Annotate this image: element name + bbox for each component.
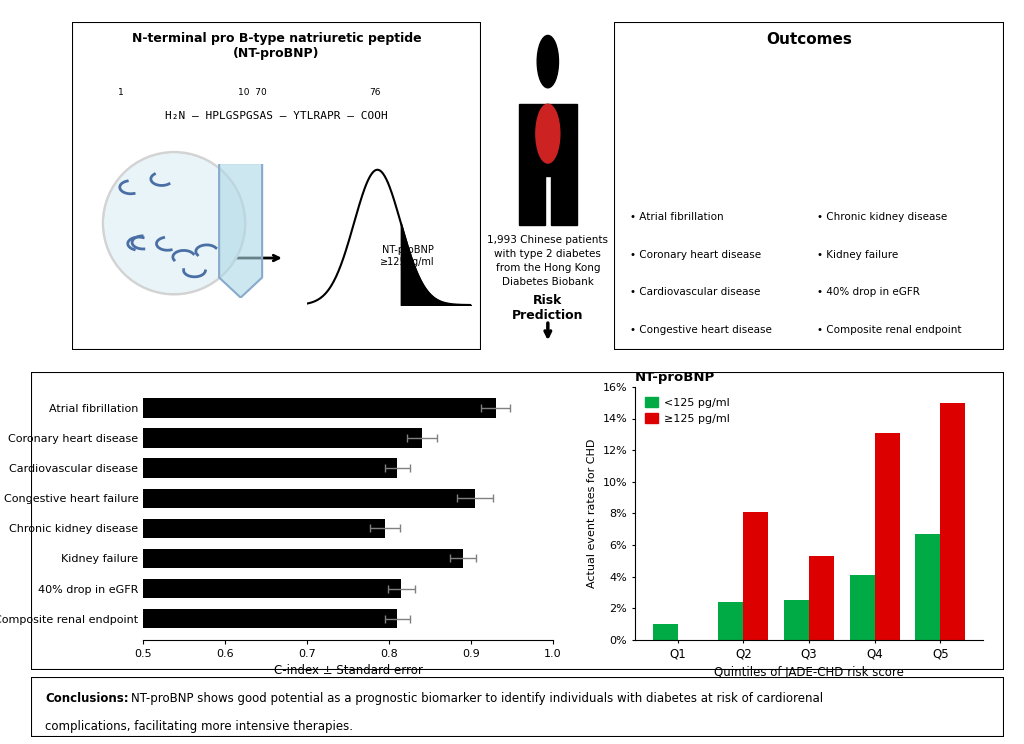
Bar — [143, 398, 496, 418]
Text: • Cardiovascular disease: • Cardiovascular disease — [630, 287, 761, 298]
Text: NT-proBNP: NT-proBNP — [635, 371, 715, 385]
Polygon shape — [518, 176, 545, 225]
Bar — [143, 489, 475, 508]
Text: Conclusions:: Conclusions: — [45, 692, 129, 705]
Bar — [743, 512, 768, 640]
Bar — [874, 433, 900, 640]
X-axis label: C-index ± Standard error: C-index ± Standard error — [273, 664, 423, 678]
FancyBboxPatch shape — [31, 677, 1004, 737]
Circle shape — [104, 153, 244, 293]
Bar — [143, 548, 463, 568]
Bar — [143, 519, 385, 538]
Text: • Kidney failure: • Kidney failure — [817, 250, 898, 260]
FancyBboxPatch shape — [72, 22, 481, 350]
Y-axis label: Actual event rates for CHD: Actual event rates for CHD — [587, 439, 597, 588]
Bar — [784, 600, 809, 640]
Polygon shape — [518, 104, 578, 176]
Bar — [143, 429, 422, 448]
Bar — [143, 609, 397, 629]
Text: complications, facilitating more intensive therapies.: complications, facilitating more intensi… — [45, 720, 353, 733]
Text: • 40% drop in eGFR: • 40% drop in eGFR — [817, 287, 920, 298]
Bar — [915, 534, 940, 640]
Bar — [940, 403, 966, 640]
Bar — [809, 556, 834, 640]
Polygon shape — [219, 164, 262, 298]
Bar — [718, 602, 743, 640]
Bar — [143, 579, 401, 598]
Text: 1,993 Chinese patients
with type 2 diabetes
from the Hong Kong
Diabetes Biobank: 1,993 Chinese patients with type 2 diabe… — [487, 235, 608, 287]
Text: • Composite renal endpoint: • Composite renal endpoint — [817, 325, 962, 335]
Text: • Congestive heart disease: • Congestive heart disease — [630, 325, 772, 335]
Circle shape — [536, 104, 560, 163]
FancyBboxPatch shape — [31, 372, 1004, 670]
X-axis label: Quintiles of JADE-CHD risk score: Quintiles of JADE-CHD risk score — [714, 666, 904, 679]
Legend: <125 pg/ml, ≥125 pg/ml: <125 pg/ml, ≥125 pg/ml — [640, 392, 734, 429]
Bar — [143, 458, 397, 478]
Text: N-terminal pro B-type natriuretic peptide
(NT-proBNP): N-terminal pro B-type natriuretic peptid… — [132, 32, 421, 60]
Text: Risk
Prediction: Risk Prediction — [512, 294, 584, 322]
Bar — [850, 575, 874, 640]
Text: NT-proBNP shows good potential as a prognostic biomarker to identify individuals: NT-proBNP shows good potential as a prog… — [131, 692, 823, 705]
Bar — [652, 624, 678, 640]
Text: H₂N – HPLGSPGSAS – YTLRAPR – COOH: H₂N – HPLGSPGSAS – YTLRAPR – COOH — [165, 111, 388, 121]
Polygon shape — [551, 176, 578, 225]
Text: 76: 76 — [369, 88, 381, 97]
Text: • Chronic kidney disease: • Chronic kidney disease — [817, 212, 947, 222]
Text: 1: 1 — [118, 88, 124, 97]
FancyBboxPatch shape — [614, 22, 1004, 350]
Circle shape — [538, 36, 558, 88]
Text: • Atrial fibrillation: • Atrial fibrillation — [630, 212, 724, 222]
Text: Outcomes: Outcomes — [766, 32, 852, 47]
Text: • Coronary heart disease: • Coronary heart disease — [630, 250, 761, 260]
Text: 10  70: 10 70 — [238, 88, 266, 97]
Text: NT-proBNP
≥125pg/ml: NT-proBNP ≥125pg/ml — [380, 245, 435, 266]
